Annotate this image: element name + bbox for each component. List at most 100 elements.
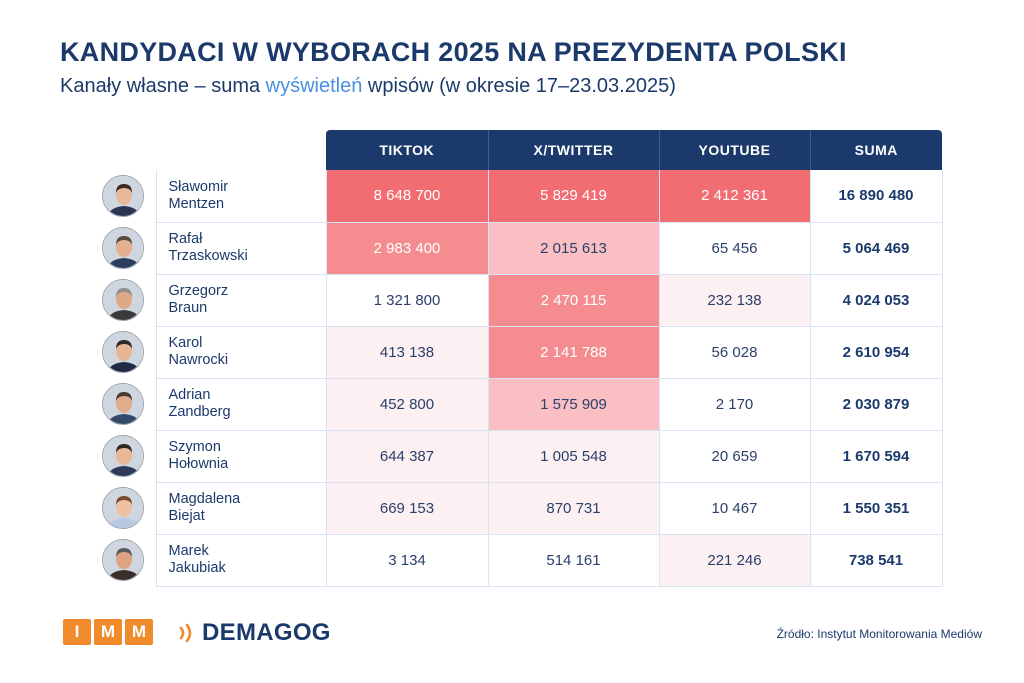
column-header-tiktok: TIKTOK	[326, 130, 488, 170]
twitter-value: 5 829 419	[487, 170, 659, 223]
header-blank-photo	[90, 130, 156, 170]
avatar-mentzen	[101, 175, 144, 217]
candidate-name: Szymon Hołownia	[155, 430, 326, 483]
sum-value: 1 670 594	[809, 430, 943, 483]
sum-value: 738 541	[809, 534, 943, 587]
candidate-name: Sławomir Mentzen	[155, 170, 326, 223]
candidate-last-name: Mentzen	[168, 195, 225, 212]
subtitle-highlight: wyświetleń	[265, 75, 363, 97]
tiktok-value: 669 153	[325, 482, 488, 535]
demagog-logo: DEMAGOG	[178, 619, 331, 647]
youtube-value: 20 659	[658, 430, 810, 483]
candidate-last-name: Trzaskowski	[168, 248, 248, 264]
photo-cell	[90, 378, 156, 430]
column-header-youtube: YOUTUBE	[658, 130, 810, 170]
table-row: Grzegorz Braun 1 321 800 2 470 115 232 138 4 …	[90, 274, 943, 327]
candidate-name: Adrian Zandberg	[155, 378, 326, 431]
sound-waves-icon	[179, 623, 192, 643]
photo-cell	[90, 170, 156, 222]
candidate-first-name: Grzegorz	[168, 283, 229, 299]
imm-logo: I M M	[63, 619, 153, 645]
candidate-first-name: Rafał	[168, 231, 203, 247]
avatar-nawrocki	[101, 331, 144, 373]
youtube-value: 232 138	[658, 274, 810, 327]
tiktok-value: 413 138	[325, 326, 488, 379]
twitter-value: 870 731	[487, 482, 659, 535]
avatar-jakubiak	[101, 539, 144, 581]
candidate-last-name: Jakubiak	[168, 560, 226, 576]
twitter-value: 2 470 115	[487, 274, 659, 327]
candidate-last-name: Braun	[168, 300, 208, 316]
imm-logo-letter: M	[125, 619, 153, 645]
candidate-first-name: Sławomir	[168, 178, 229, 195]
results-table-wrapper: TIKTOK X/TWITTER YOUTUBE SUMA Sławomir Me…	[90, 130, 943, 587]
chart-title: KANDYDACI W WYBORACH 2025 NA PREZYDENTA …	[60, 37, 847, 67]
twitter-value: 1 005 548	[487, 430, 659, 483]
table-body: Sławomir Mentzen 8 648 700 5 829 419 2 412 3…	[90, 170, 943, 587]
subtitle-text-after: wpisów (w okresie 17–23.03.2025)	[362, 75, 676, 97]
photo-cell	[90, 482, 156, 534]
imm-logo-letter: M	[94, 619, 122, 645]
photo-cell	[90, 534, 156, 586]
candidate-name: Magdalena Biejat	[155, 482, 326, 535]
imm-logo-letter: I	[63, 619, 91, 645]
table-row: Szymon Hołownia 644 387 1 005 548 20 659 1 67…	[90, 430, 943, 483]
avatar-trzaskowski	[101, 227, 144, 269]
candidate-first-name: Karol	[168, 335, 203, 351]
subtitle-text-before: Kanały własne – suma	[60, 75, 266, 97]
youtube-value: 65 456	[658, 222, 810, 275]
column-header-twitter: X/TWITTER	[487, 130, 659, 170]
candidate-first-name: Marek	[168, 543, 209, 559]
table-row: Karol Nawrocki 413 138 2 141 788 56 028 2 610…	[90, 326, 943, 379]
sum-value: 16 890 480	[809, 170, 943, 223]
avatar-zandberg	[101, 383, 144, 425]
twitter-value: 514 161	[487, 534, 659, 587]
youtube-value: 2 170	[658, 378, 810, 431]
candidate-last-name: Nawrocki	[168, 352, 229, 368]
candidate-name: Karol Nawrocki	[155, 326, 326, 379]
sum-value: 2 030 879	[809, 378, 943, 431]
source-note: Źródło: Instytut Monitorowania Mediów	[776, 627, 982, 641]
tiktok-value: 8 648 700	[325, 170, 488, 223]
tiktok-value: 2 983 400	[325, 222, 488, 275]
table-row: Sławomir Mentzen 8 648 700 5 829 419 2 412 3…	[90, 170, 943, 223]
tiktok-value: 452 800	[325, 378, 488, 431]
sum-value: 2 610 954	[809, 326, 943, 379]
twitter-value: 2 015 613	[487, 222, 659, 275]
avatar-holownia	[101, 435, 144, 477]
candidate-name: Grzegorz Braun	[155, 274, 326, 327]
tiktok-value: 1 321 800	[325, 274, 488, 327]
table-row: Marek Jakubiak 3 134 514 161 221 246 738 541	[90, 534, 943, 587]
sum-value: 1 550 351	[809, 482, 943, 535]
avatar-braun	[101, 279, 144, 321]
tiktok-value: 3 134	[325, 534, 488, 587]
tiktok-value: 644 387	[325, 430, 488, 483]
table-row: Rafał Trzaskowski 2 983 400 2 015 613 65 456…	[90, 222, 943, 275]
table-row: Adrian Zandberg 452 800 1 575 909 2 170 2 030…	[90, 378, 943, 431]
youtube-value: 56 028	[658, 326, 810, 379]
photo-cell	[90, 326, 156, 378]
table-header: TIKTOK X/TWITTER YOUTUBE SUMA	[90, 130, 942, 170]
sum-value: 5 064 469	[809, 222, 943, 275]
photo-cell	[90, 222, 156, 274]
sum-value: 4 024 053	[809, 274, 943, 327]
avatar-biejat	[101, 487, 144, 529]
candidate-first-name: Adrian	[168, 387, 211, 403]
demagog-wordmark: DEMAGOG	[202, 619, 331, 646]
candidate-last-name: Biejat	[168, 508, 205, 524]
column-header-suma: SUMA	[809, 130, 942, 170]
table-row: Magdalena Biejat 669 153 870 731 10 467 1 550…	[90, 482, 943, 535]
candidate-last-name: Hołownia	[168, 456, 229, 472]
photo-cell	[90, 274, 156, 326]
candidate-name: Rafał Trzaskowski	[155, 222, 326, 275]
youtube-value: 221 246	[658, 534, 810, 587]
candidate-name: Marek Jakubiak	[155, 534, 326, 587]
candidate-first-name: Magdalena	[168, 491, 241, 507]
youtube-value: 10 467	[658, 482, 810, 535]
header-blank-name	[156, 130, 326, 170]
twitter-value: 2 141 788	[487, 326, 659, 379]
photo-cell	[90, 430, 156, 482]
results-table: TIKTOK X/TWITTER YOUTUBE SUMA Sławomir Me…	[90, 130, 943, 587]
chart-subtitle: Kanały własne – suma wyświetleń wpisów (…	[60, 75, 676, 98]
candidate-first-name: Szymon	[168, 439, 221, 455]
